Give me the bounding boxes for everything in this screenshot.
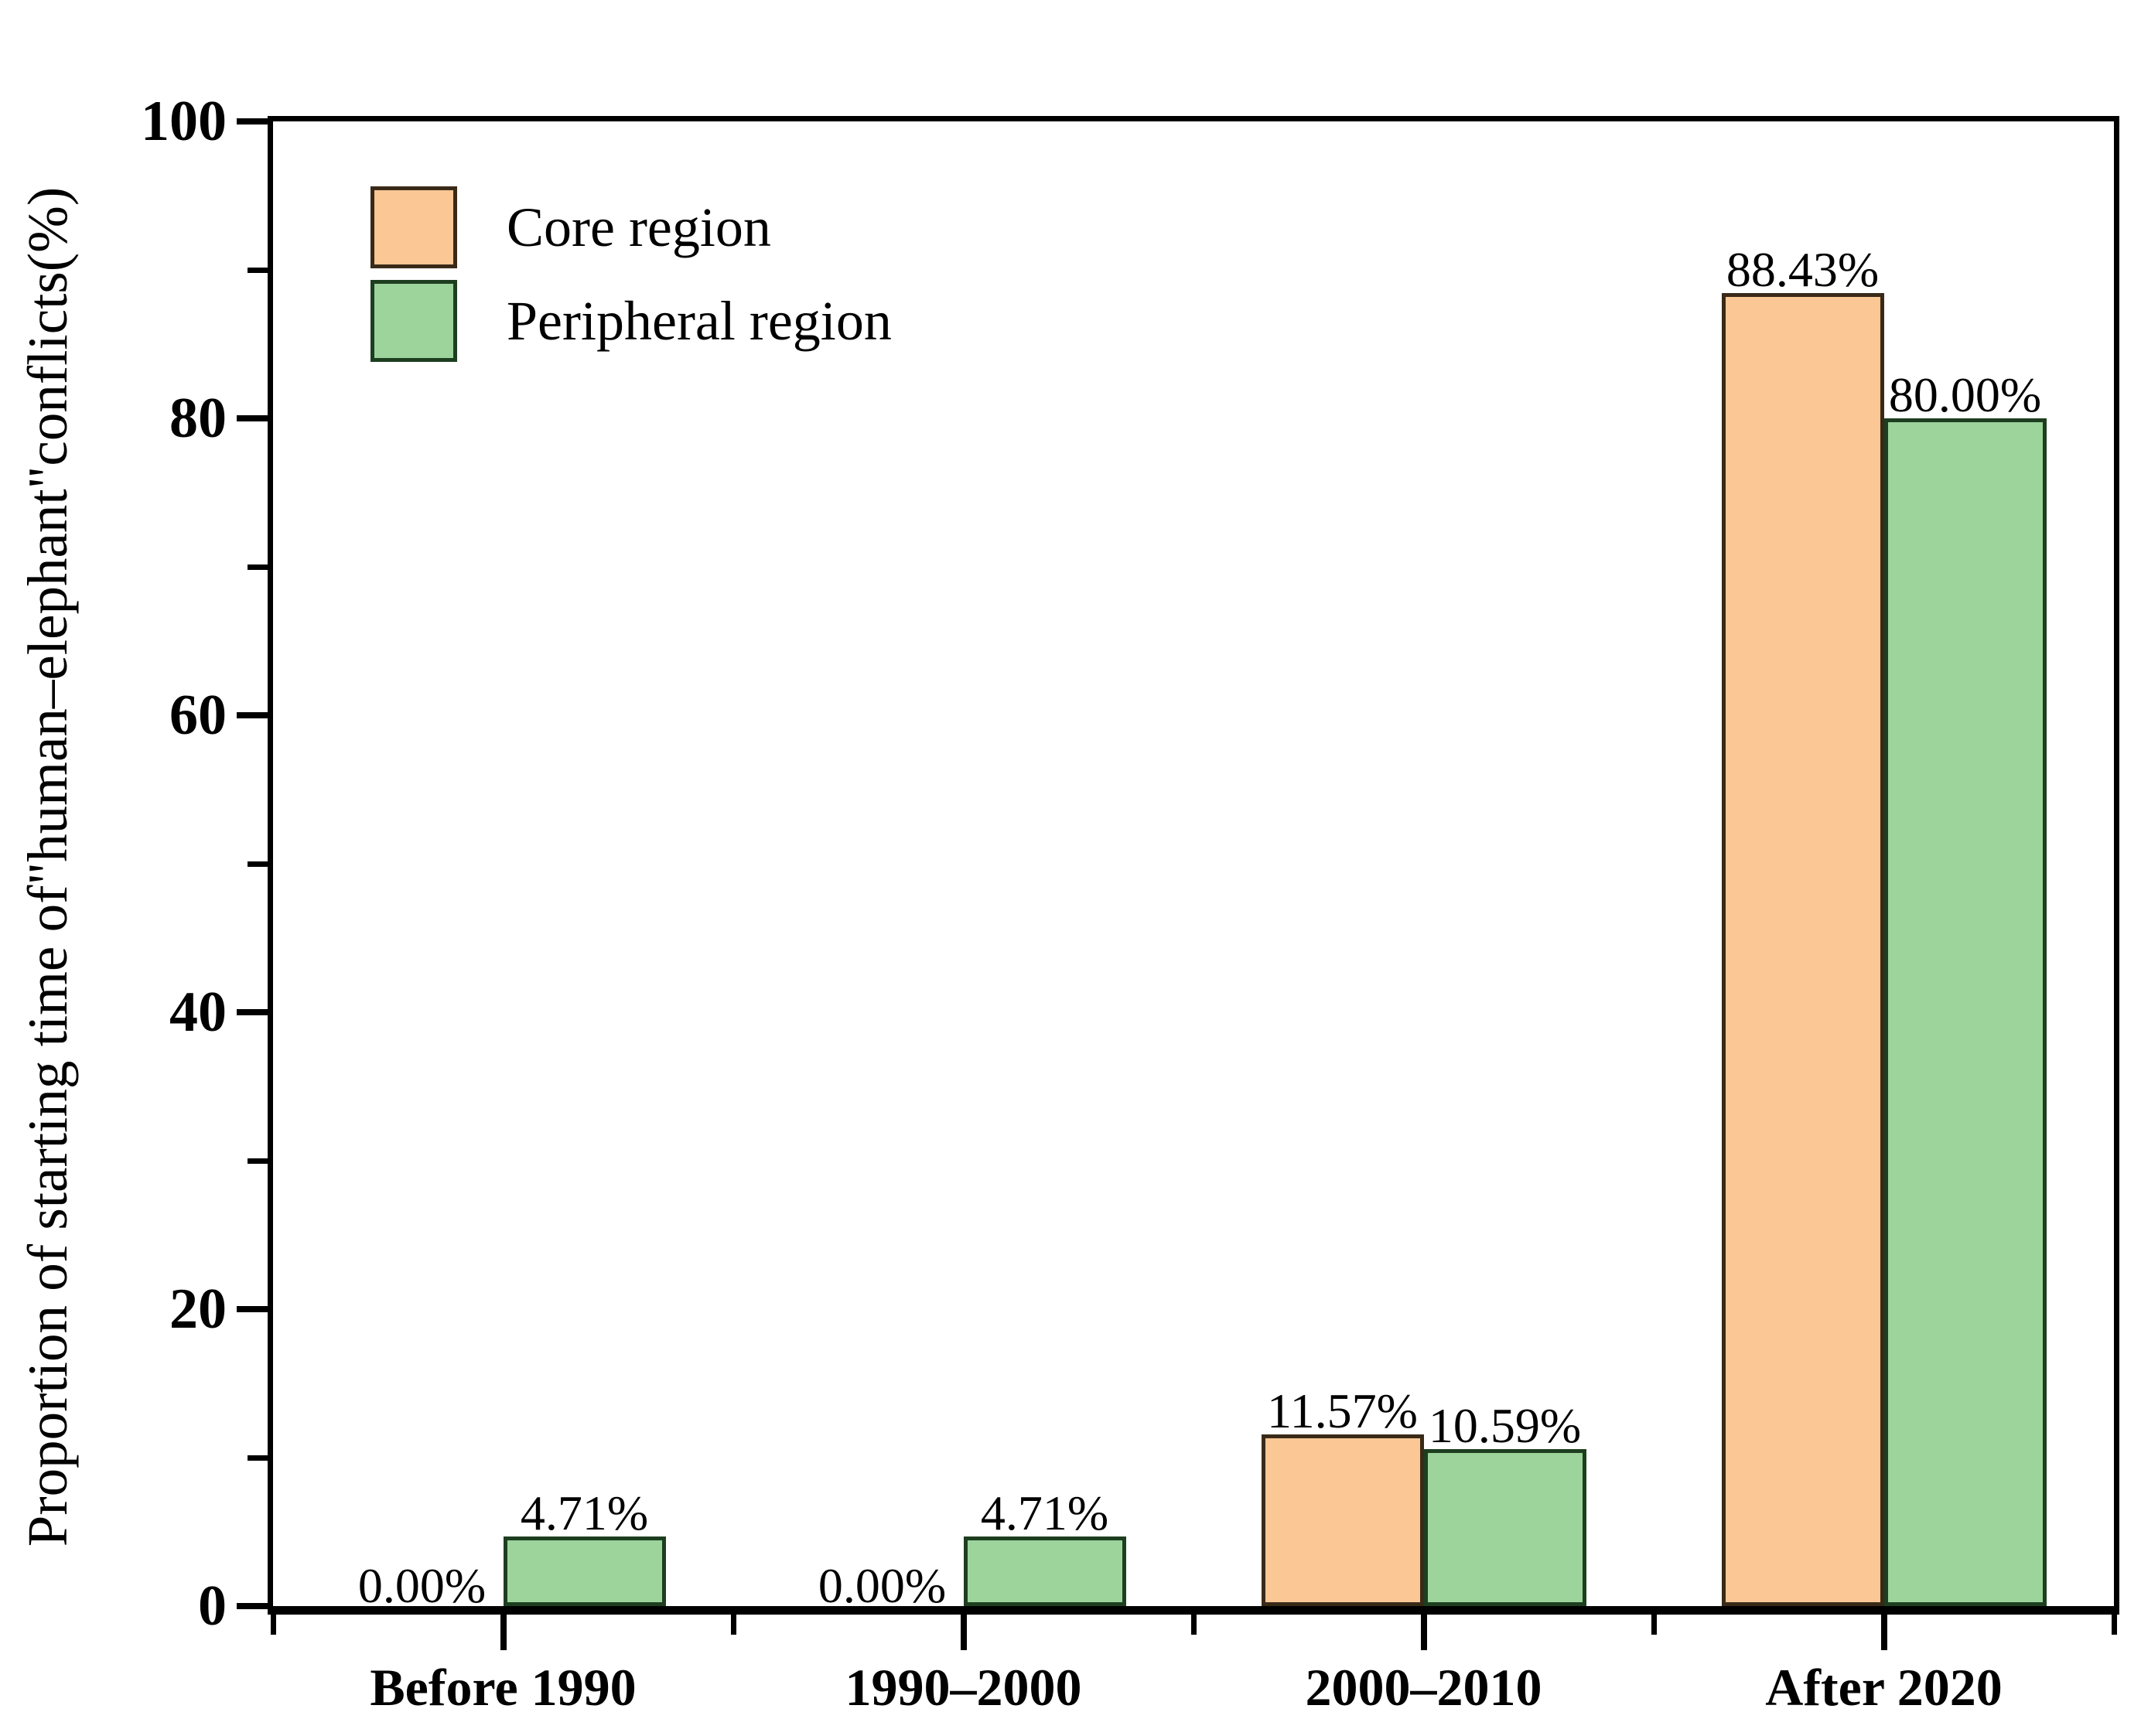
- bar-peripheral-region: [963, 1536, 1126, 1606]
- bar-value-label: 88.43%: [1726, 242, 1880, 298]
- bar-value-label: 80.00%: [1888, 367, 2042, 422]
- legend-swatch-core-region: [370, 186, 457, 268]
- bar-value-label: 0.00%: [357, 1558, 487, 1613]
- legend-item-core-region: Core region: [370, 186, 892, 268]
- y-axis-title: Proportion of starting time of"human–ele…: [16, 186, 79, 1547]
- bar-value-label: 4.71%: [980, 1485, 1109, 1540]
- y-axis-major-tick: [237, 118, 268, 124]
- bar-peripheral-region: [1423, 1449, 1586, 1606]
- y-axis-tick-label: 60: [169, 684, 227, 747]
- x-axis-minor-tick: [270, 1615, 276, 1635]
- bar-value-label: 0.00%: [818, 1558, 947, 1613]
- y-axis-major-tick: [237, 1603, 268, 1609]
- legend: Core region Peripheral region: [370, 186, 892, 373]
- y-axis-tick-label: 20: [169, 1277, 227, 1341]
- x-axis-minor-tick: [1651, 1615, 1657, 1635]
- y-axis-minor-tick: [248, 1455, 268, 1461]
- y-axis-major-tick: [237, 415, 268, 421]
- x-axis-major-tick: [960, 1615, 967, 1650]
- y-axis-major-tick: [237, 1009, 268, 1015]
- bar-value-label: 11.57%: [1267, 1383, 1418, 1438]
- y-axis-minor-tick: [248, 267, 268, 273]
- x-axis-major-tick: [1420, 1615, 1427, 1650]
- legend-label-core-region: Core region: [507, 196, 771, 258]
- bar-core-region: [1721, 293, 1884, 1606]
- legend-label-peripheral-region: Peripheral region: [507, 290, 892, 352]
- x-axis-minor-tick: [730, 1615, 736, 1635]
- y-axis-minor-tick: [248, 1158, 268, 1164]
- x-axis-major-tick: [1880, 1615, 1887, 1650]
- x-axis-minor-tick: [2111, 1615, 2117, 1635]
- bar-peripheral-region: [503, 1536, 666, 1606]
- y-axis-minor-tick: [248, 861, 268, 867]
- bar-core-region: [1261, 1434, 1424, 1606]
- x-category-label: 1990–2000: [845, 1658, 1082, 1717]
- bar-peripheral-region: [1883, 418, 2047, 1606]
- legend-swatch-peripheral-region: [370, 280, 457, 362]
- y-axis-tick-label: 0: [198, 1574, 227, 1638]
- y-axis-tick-label: 100: [141, 90, 227, 153]
- bar-value-label: 4.71%: [520, 1485, 649, 1540]
- x-category-label: Before 1990: [370, 1658, 637, 1717]
- y-axis-tick-label: 80: [169, 387, 227, 450]
- y-axis-major-tick: [237, 712, 268, 718]
- legend-item-peripheral-region: Peripheral region: [370, 280, 892, 362]
- y-axis-minor-tick: [248, 564, 268, 570]
- y-axis-major-tick: [237, 1306, 268, 1312]
- x-category-label: 2000–2010: [1305, 1658, 1542, 1717]
- bar-value-label: 10.59%: [1428, 1397, 1582, 1453]
- x-category-label: After 2020: [1765, 1658, 2003, 1717]
- y-axis-tick-label: 40: [169, 981, 227, 1044]
- x-axis-major-tick: [500, 1615, 507, 1650]
- x-axis-minor-tick: [1190, 1615, 1197, 1635]
- plot-area: Core region Peripheral region 0 20 40 60 80 1…: [141, 90, 2119, 1717]
